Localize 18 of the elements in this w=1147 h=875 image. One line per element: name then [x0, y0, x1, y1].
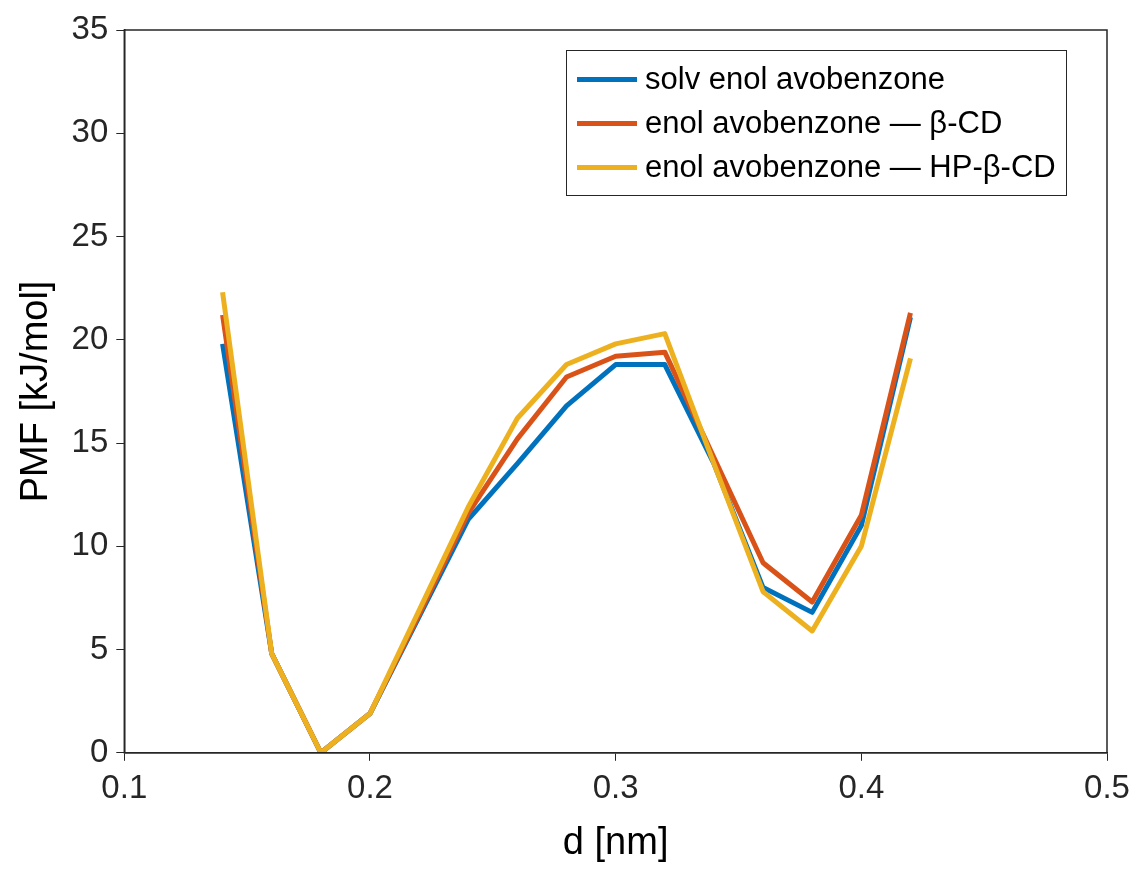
x-tick-label: 0.3 — [592, 767, 639, 805]
x-tick-label: 0.5 — [1084, 767, 1130, 805]
y-tick-label: 15 — [71, 422, 109, 460]
legend-label: enol avobenzone — β-CD — [645, 104, 1003, 142]
x-tick-label: 0.1 — [101, 767, 148, 805]
y-axis-title: PMF [kJ/mol] — [13, 280, 56, 503]
y-tick-label: 10 — [71, 525, 109, 563]
y-tick-label: 35 — [71, 9, 109, 47]
y-tick-label: 5 — [89, 628, 109, 666]
x-axis-title: d [nm] — [562, 819, 669, 862]
y-tick-label: 25 — [71, 215, 109, 253]
x-tick-label: 0.4 — [838, 767, 885, 805]
y-tick-label: 30 — [71, 112, 109, 150]
x-tick-label: 0.2 — [347, 767, 393, 805]
y-tick-label: 0 — [89, 731, 109, 769]
legend-label: enol avobenzone — HP-β-CD — [645, 148, 1056, 186]
legend-label: solv enol avobenzone — [645, 60, 945, 98]
y-tick-label: 20 — [71, 318, 109, 356]
